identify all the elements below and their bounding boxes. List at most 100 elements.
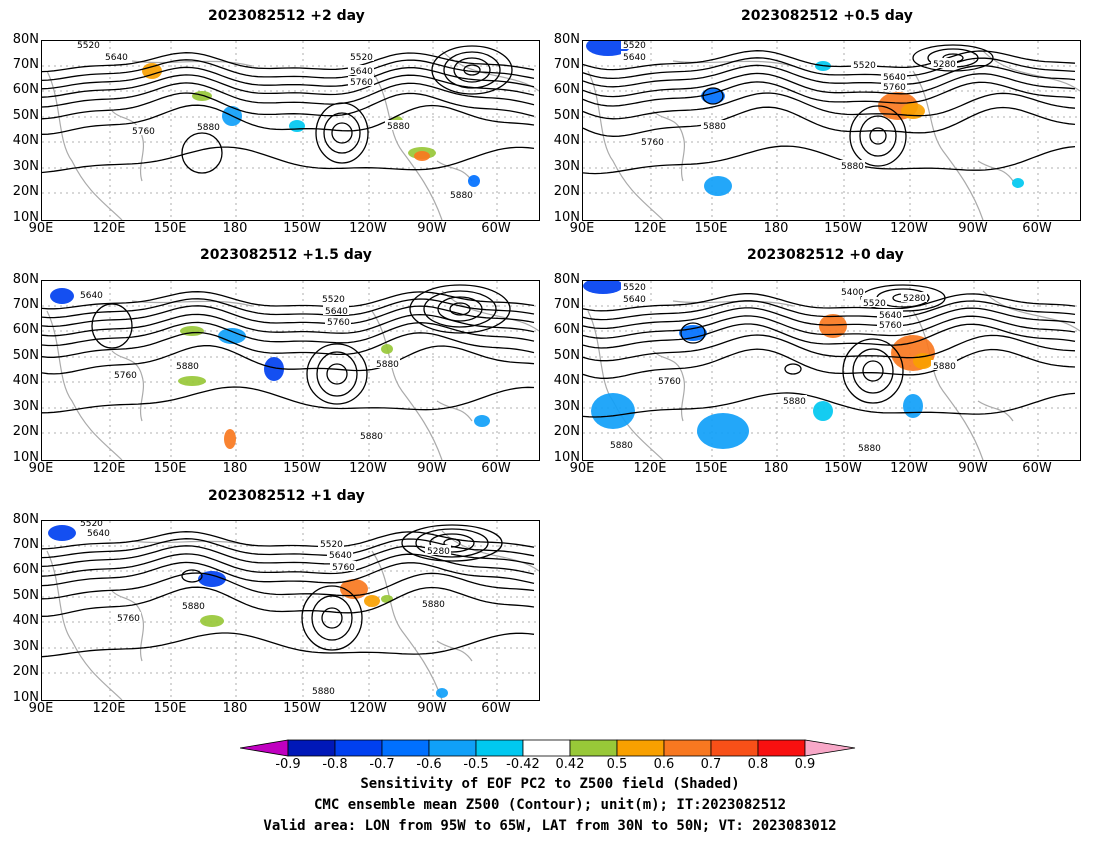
contour-label: 5760 bbox=[117, 614, 140, 624]
z500-contour bbox=[42, 66, 535, 90]
coastline bbox=[46, 310, 123, 460]
z500-closed-contour bbox=[181, 569, 203, 583]
z500-closed-contour bbox=[702, 87, 724, 105]
z500-contour bbox=[583, 293, 1076, 312]
colorbar-tick-label: 0.7 bbox=[700, 757, 722, 772]
colorbar-tick-label: 0.6 bbox=[653, 757, 675, 772]
lat-tick-label: 50N bbox=[12, 108, 39, 123]
contour-label-bg bbox=[85, 527, 111, 537]
sensitivity-shading bbox=[264, 357, 284, 381]
lat-tick-label: 40N bbox=[12, 613, 39, 628]
map-panel-plus1: 5520 5640 5520 5640 5760 5280 5880 5760 5880 5880 bbox=[41, 520, 540, 701]
contour-label-bg bbox=[348, 65, 374, 75]
sensitivity-shading bbox=[381, 595, 393, 603]
z500-contour bbox=[42, 632, 535, 658]
z500-closed-contour bbox=[862, 360, 884, 382]
z500-contour bbox=[42, 321, 535, 347]
sensitivity-shading bbox=[468, 175, 480, 187]
lat-tick-label: 10N bbox=[12, 210, 39, 225]
lon-tick-label: 120W bbox=[890, 221, 928, 236]
lon-tick-label: 60W bbox=[481, 221, 511, 236]
colorbar-segment bbox=[710, 739, 759, 757]
panel-title-plus0-5: 2023082512 +0.5 day bbox=[741, 8, 913, 24]
colorbar-segment bbox=[334, 739, 383, 757]
contour-label: 5880 bbox=[422, 600, 445, 610]
z500-closed-contour bbox=[409, 284, 511, 334]
z500-closed-contour bbox=[443, 51, 501, 89]
contour-label: 5880 bbox=[933, 362, 956, 372]
z500-closed-contour bbox=[321, 607, 343, 629]
colorbar-segment bbox=[616, 739, 665, 757]
lat-tick-label: 60N bbox=[553, 82, 580, 97]
contour-label-bg bbox=[425, 545, 451, 555]
z500-contour bbox=[42, 545, 535, 568]
contour-label: 5520 bbox=[623, 283, 646, 293]
contour-label-bg bbox=[78, 289, 104, 299]
contour-label-bg bbox=[901, 292, 927, 302]
z500-contour bbox=[42, 146, 535, 174]
panel-title-plus2: 2023082512 +2 day bbox=[208, 8, 365, 24]
contour-label-bg bbox=[130, 125, 156, 135]
lat-tick-label: 30N bbox=[12, 639, 39, 654]
lat-tick-label: 20N bbox=[12, 424, 39, 439]
contour-label-bg bbox=[75, 41, 101, 49]
colorbar-segment bbox=[663, 739, 712, 757]
z500-contour bbox=[42, 59, 535, 82]
contour-label-bg bbox=[861, 297, 887, 307]
coastline bbox=[371, 550, 443, 700]
colorbar-extend-low bbox=[240, 739, 289, 757]
sensitivity-shading bbox=[901, 103, 925, 119]
z500-contour bbox=[42, 572, 535, 600]
sensitivity-shading bbox=[414, 151, 430, 161]
contour-label: 5880 bbox=[841, 162, 864, 172]
lat-tick-label: 70N bbox=[12, 57, 39, 72]
z500-closed-contour bbox=[181, 132, 223, 174]
contour-label: 5520 bbox=[350, 53, 373, 63]
panel-title-plus1-5: 2023082512 +1.5 day bbox=[200, 247, 372, 263]
sensitivity-shading bbox=[704, 176, 732, 196]
z500-closed-contour bbox=[306, 343, 368, 405]
lon-tick-label: 150E bbox=[694, 461, 728, 476]
lon-tick-label: 180 bbox=[222, 221, 248, 236]
contour-label-bg bbox=[931, 360, 957, 370]
lat-tick-label: 40N bbox=[12, 133, 39, 148]
contour-label: 5640 bbox=[883, 73, 906, 83]
z500-closed-contour bbox=[311, 595, 353, 641]
sensitivity-shading bbox=[200, 615, 224, 627]
contour-label: 5880 bbox=[610, 441, 633, 451]
lon-tick-label: 180 bbox=[222, 701, 248, 716]
z500-contour bbox=[583, 106, 1076, 137]
lat-tick-label: 50N bbox=[553, 348, 580, 363]
lon-tick-label: 150E bbox=[153, 221, 187, 236]
caption-line-3: Valid area: LON from 95W to 65W, LAT fro… bbox=[263, 818, 837, 834]
lat-tick-label: 20N bbox=[553, 424, 580, 439]
contour-label: 5520 bbox=[322, 295, 345, 305]
caption-line-1: Sensitivity of EOF PC2 to Z500 field (Sh… bbox=[360, 776, 740, 792]
map-panel-plus1-5: 5640 5520 5640 5760 5760 5880 5880 5880 bbox=[41, 280, 540, 461]
colorbar-extend-high bbox=[804, 739, 856, 757]
coastline bbox=[131, 300, 253, 307]
lon-tick-label: 120E bbox=[633, 461, 667, 476]
coastline bbox=[912, 310, 984, 460]
contour-label-bg bbox=[621, 41, 647, 49]
z500-contour bbox=[42, 291, 535, 310]
contour-label: 5760 bbox=[114, 371, 137, 381]
contour-label: 5880 bbox=[783, 397, 806, 407]
contour-label: 5760 bbox=[658, 377, 681, 387]
colorbar-tick-label: 0.5 bbox=[606, 757, 628, 772]
colorbar-tick-label: -0.5 bbox=[463, 757, 489, 772]
contour-label-bg bbox=[448, 189, 474, 199]
z500-contour bbox=[42, 52, 535, 73]
sensitivity-shading bbox=[340, 579, 368, 599]
sensitivity-shading bbox=[364, 595, 380, 607]
z500-contour bbox=[42, 298, 535, 319]
lon-tick-label: 150W bbox=[283, 701, 321, 716]
z500-closed-contour bbox=[91, 303, 133, 349]
contour-label: 5640 bbox=[325, 307, 348, 317]
colorbar-tick-label: -0.6 bbox=[416, 757, 442, 772]
lon-tick-label: 90W bbox=[958, 461, 988, 476]
coastline bbox=[587, 310, 664, 460]
z500-contour bbox=[42, 345, 535, 375]
contour-label: 5640 bbox=[623, 53, 646, 63]
contour-label-bg bbox=[420, 598, 446, 608]
